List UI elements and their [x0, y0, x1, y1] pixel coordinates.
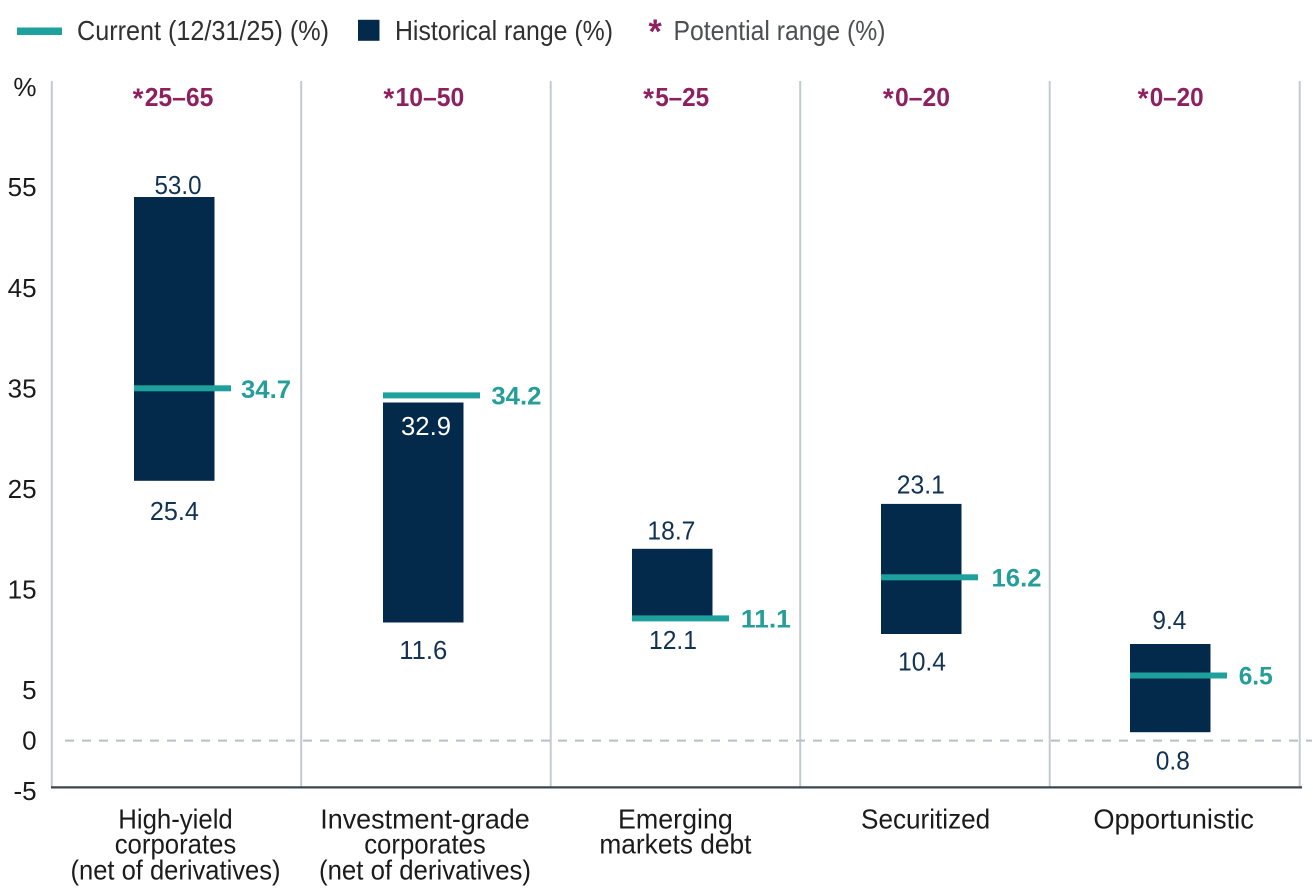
- svg-text:25–65: 25–65: [145, 82, 214, 112]
- svg-text:11.1: 11.1: [741, 605, 791, 633]
- svg-text:6.5: 6.5: [1239, 663, 1273, 691]
- svg-text:(net of derivatives): (net of derivatives): [71, 855, 281, 886]
- svg-text:45: 45: [8, 273, 37, 303]
- svg-text:Opportunistic: Opportunistic: [1093, 804, 1254, 835]
- svg-text:*: *: [133, 82, 144, 113]
- svg-text:Current (12/31/25) (%): Current (12/31/25) (%): [77, 15, 329, 46]
- svg-text:34.2: 34.2: [491, 382, 541, 410]
- svg-text:11.6: 11.6: [399, 635, 447, 665]
- svg-text:-5: -5: [13, 776, 36, 806]
- svg-text:32.9: 32.9: [401, 411, 451, 441]
- svg-text:corporates: corporates: [115, 829, 237, 860]
- svg-text:10–50: 10–50: [396, 82, 465, 112]
- svg-text:(net of derivatives): (net of derivatives): [319, 855, 531, 886]
- svg-text:Historical range (%): Historical range (%): [395, 15, 613, 46]
- svg-text:*: *: [883, 82, 894, 113]
- svg-text:12.1: 12.1: [649, 625, 697, 655]
- svg-text:*: *: [1138, 82, 1149, 113]
- svg-text:10.4: 10.4: [898, 646, 946, 676]
- svg-text:corporates: corporates: [364, 829, 486, 860]
- svg-text:%: %: [13, 72, 36, 102]
- svg-text:9.4: 9.4: [1152, 605, 1186, 635]
- svg-text:18.7: 18.7: [647, 515, 695, 545]
- svg-text:34.7: 34.7: [241, 376, 291, 404]
- svg-text:High-yield: High-yield: [118, 804, 233, 835]
- svg-text:*: *: [643, 82, 654, 113]
- svg-text:*: *: [649, 13, 663, 51]
- svg-text:5–25: 5–25: [655, 82, 709, 112]
- svg-text:0–20: 0–20: [1150, 82, 1204, 112]
- svg-text:15: 15: [8, 575, 37, 605]
- svg-text:5: 5: [22, 675, 36, 705]
- svg-text:35: 35: [8, 373, 37, 403]
- svg-text:Potential range (%): Potential range (%): [674, 15, 886, 46]
- svg-text:markets debt: markets debt: [599, 829, 751, 860]
- svg-text:Securitized: Securitized: [861, 804, 990, 835]
- svg-text:Emerging: Emerging: [618, 804, 733, 835]
- svg-text:25: 25: [8, 474, 37, 504]
- svg-text:Investment-grade: Investment-grade: [320, 804, 530, 835]
- svg-text:53.0: 53.0: [155, 170, 202, 200]
- svg-text:55: 55: [8, 172, 37, 202]
- svg-text:0.8: 0.8: [1156, 746, 1190, 776]
- svg-text:0: 0: [22, 726, 36, 756]
- svg-text:23.1: 23.1: [897, 470, 945, 500]
- svg-text:25.4: 25.4: [150, 496, 199, 526]
- svg-text:0–20: 0–20: [895, 82, 950, 112]
- svg-text:*: *: [383, 82, 394, 113]
- svg-text:16.2: 16.2: [992, 564, 1042, 592]
